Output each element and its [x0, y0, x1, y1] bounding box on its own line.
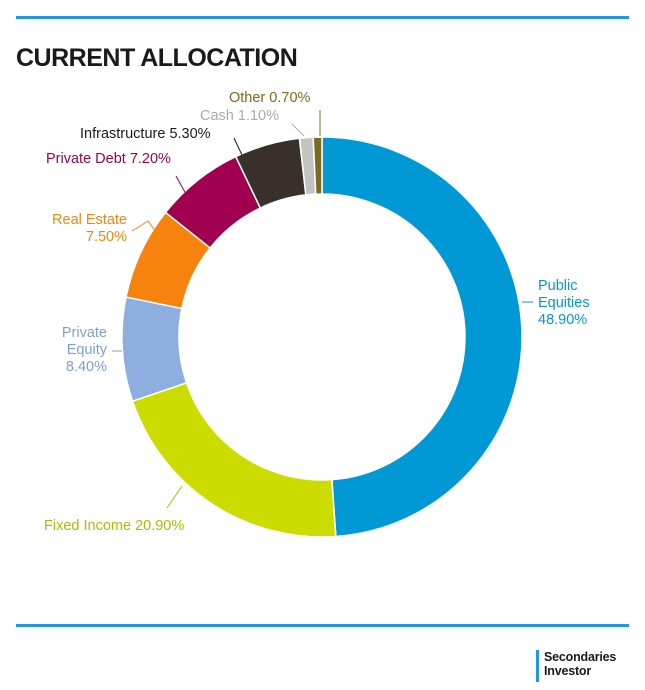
slice-public-equities — [321, 136, 523, 538]
label-private-equity: Private Equity 8.40% — [62, 325, 108, 375]
logo-line-2: Investor — [544, 664, 592, 678]
logo-text: Secondaries Investor — [544, 650, 616, 682]
leader-private-debt — [175, 175, 187, 195]
leader-fixed-income — [166, 485, 183, 509]
label-other: Other 0.70% — [229, 90, 311, 106]
slice-fixed-income — [131, 381, 337, 538]
secondaries-investor-logo: Secondaries Investor — [536, 650, 616, 682]
label-fixed-income: Fixed Income 20.90% — [44, 518, 184, 534]
label-real-estate: Real Estate 7.50% — [52, 212, 127, 245]
logo-line-1: Secondaries — [544, 650, 617, 664]
label-infrastructure: Infrastructure 5.30% — [80, 126, 211, 142]
bottom-rule — [16, 624, 629, 627]
logo-bar — [536, 650, 539, 682]
leader-real-estate — [131, 220, 157, 233]
slice-private-equity — [121, 296, 188, 403]
label-cash: Cash 1.10% — [200, 108, 279, 124]
chart-title: CURRENT ALLOCATION — [16, 44, 298, 72]
leader-cash — [291, 123, 305, 137]
slice-other — [312, 136, 323, 195]
leader-infrastructure — [233, 137, 243, 156]
label-public-equities: Public Equities 48.90% — [538, 278, 590, 328]
top-rule — [16, 16, 629, 19]
label-private-debt: Private Debt 7.20% — [46, 151, 171, 167]
